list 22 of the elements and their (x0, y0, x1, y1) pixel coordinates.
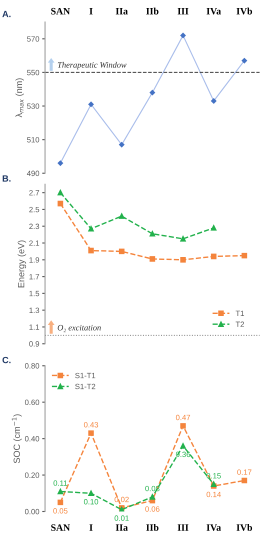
ref-line-label: Therapeutic Window (58, 62, 126, 70)
x-tick-label: I (89, 524, 93, 531)
x-tick-label: IVb (236, 524, 252, 531)
x-tick-label: IIb (146, 524, 158, 531)
chart-title: A. (2, 10, 11, 18)
x-tick-label: IIb (146, 8, 158, 14)
x-tick-label: III (178, 524, 188, 531)
x-tick-label: SAN (51, 524, 70, 531)
chart-title: B. (2, 175, 11, 182)
x-tick-label: III (178, 8, 188, 14)
x-tick-label: IIa (116, 8, 128, 14)
x-tick-label: IIa (116, 524, 128, 531)
ref-line-label: O₂ excitation (58, 324, 101, 332)
x-tick-label: IVa (206, 8, 221, 15)
chart-title: C. (2, 356, 11, 364)
x-tick-label: I (89, 8, 93, 14)
y-axis-title: Energy (eV) (18, 240, 26, 288)
y-axis-title: SOC (cm$^{−1}$) (12, 414, 22, 464)
x-tick-label: IVa (206, 524, 221, 531)
x-tick-label: IVb (236, 8, 252, 15)
x-tick-label: SAN (51, 8, 70, 14)
y-axis-title: λ$_{max}$ (nm) (15, 78, 24, 118)
